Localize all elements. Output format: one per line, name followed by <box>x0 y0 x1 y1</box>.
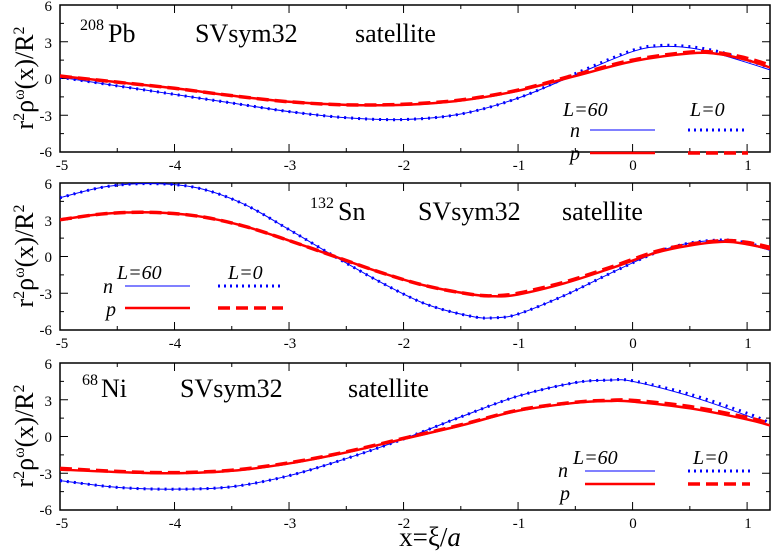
legend-label-p: p <box>568 143 580 165</box>
legend: L=60 L=0 n p <box>562 99 748 165</box>
x-tick-label: -3 <box>284 158 297 174</box>
x-tick-label: -1 <box>513 516 526 532</box>
x-tick-label: -2 <box>398 158 411 174</box>
series-p-l-60 <box>60 51 770 107</box>
mode-label: satellite <box>348 374 429 403</box>
legend-label-p: p <box>104 299 116 321</box>
series-n-l-0 <box>60 377 770 491</box>
data-series <box>60 377 770 491</box>
legend-label-l0: L=0 <box>689 99 725 121</box>
axis-ticks <box>59 362 770 511</box>
x-tick-labels: -5 -4 -3 -2 -1 0 1 <box>56 336 752 352</box>
x-tick-labels: -5 -4 -3 -2 -1 0 1 <box>56 516 752 532</box>
nucleus-symbol: Sn <box>338 197 365 226</box>
y-tick-label: -3 <box>40 109 53 125</box>
y-tick-label: -3 <box>40 467 53 483</box>
x-axis-label: x=ξ/a <box>399 522 461 552</box>
legend-label-n: n <box>103 276 113 298</box>
panel-pb208: 6 3 0 -3 -6 -5 -4 -3 -2 -1 0 1 r2ρω(x)/R… <box>10 0 771 174</box>
y-tick-labels: 6 3 0 -3 -6 <box>40 0 53 161</box>
x-tick-label: 1 <box>744 336 752 352</box>
mode-label: satellite <box>562 197 643 226</box>
nucleus-mass-number: 208 <box>80 17 104 34</box>
x-tick-label: -4 <box>169 336 182 352</box>
x-tick-label: -2 <box>398 516 411 532</box>
legend-label-l60: L=60 <box>562 99 608 121</box>
nucleus-mass-number: 68 <box>82 372 98 389</box>
legend-label-n: n <box>570 120 580 142</box>
y-tick-label: 6 <box>45 0 53 15</box>
data-series <box>60 183 770 320</box>
legend-label-n: n <box>558 460 568 482</box>
model-label: SVsym32 <box>180 374 283 403</box>
x-tick-label: -3 <box>284 336 297 352</box>
data-series <box>60 43 770 122</box>
y-tick-label: 3 <box>45 394 53 410</box>
x-tick-label: 0 <box>629 158 637 174</box>
y-tick-label: 0 <box>45 72 53 88</box>
y-tick-label: 3 <box>45 214 53 230</box>
axis-ticks <box>59 182 770 331</box>
y-tick-label: 0 <box>45 430 53 446</box>
nucleus-mass-number: 132 <box>310 195 334 212</box>
legend-label-l0: L=0 <box>227 262 263 284</box>
axis-ticks <box>59 4 770 153</box>
y-tick-label: -6 <box>40 323 53 339</box>
y-axis-label: r2ρω(x)/R2 <box>10 384 39 487</box>
x-tick-label: -5 <box>56 336 69 352</box>
x-tick-label: 1 <box>744 516 752 532</box>
y-tick-label: 6 <box>45 177 53 193</box>
x-tick-label: 0 <box>629 336 637 352</box>
nucleus-symbol: Ni <box>101 374 127 403</box>
x-tick-label: -4 <box>169 516 182 532</box>
legend-label-l0: L=0 <box>692 447 728 469</box>
panel-ni68: 6 3 0 -3 -6 -5 -4 -3 -2 -1 0 1 r2ρω(x)/R… <box>10 357 771 552</box>
y-tick-label: 3 <box>45 36 53 52</box>
x-tick-label: -4 <box>169 158 182 174</box>
mode-label: satellite <box>355 19 436 48</box>
legend-label-p: p <box>558 483 570 505</box>
x-tick-labels: -5 -4 -3 -2 -1 0 1 <box>56 158 752 174</box>
x-tick-label: -5 <box>56 158 69 174</box>
y-tick-labels: 6 3 0 -3 -6 <box>40 357 53 519</box>
model-label: SVsym32 <box>418 197 521 226</box>
y-tick-label: -6 <box>40 145 53 161</box>
x-tick-label: 1 <box>744 158 752 174</box>
series-n-l-0 <box>60 43 770 122</box>
y-tick-labels: 6 3 0 -3 -6 <box>40 177 53 339</box>
y-axis-label: r2ρω(x)/R2 <box>10 26 39 129</box>
panel-sn132: 6 3 0 -3 -6 -5 -4 -3 -2 -1 0 1 r2ρω(x)/R… <box>10 177 771 352</box>
series-p-l-0 <box>60 49 770 107</box>
x-tick-label: -1 <box>513 158 526 174</box>
y-tick-label: -3 <box>40 287 53 303</box>
legend-label-l60: L=60 <box>116 262 162 284</box>
nucleus-symbol: Pb <box>108 19 135 48</box>
legend-label-l60: L=60 <box>572 447 618 469</box>
legend: L=60 L=0 n p <box>103 262 283 321</box>
series-p-l-0 <box>60 210 770 298</box>
y-tick-label: 6 <box>45 357 53 373</box>
x-tick-label: -3 <box>284 516 297 532</box>
legend: L=60 L=0 n p <box>558 447 750 505</box>
y-tick-label: -6 <box>40 503 53 519</box>
y-tick-label: 0 <box>45 250 53 266</box>
x-tick-label: -1 <box>513 336 526 352</box>
x-tick-label: -2 <box>398 336 411 352</box>
x-tick-label: 0 <box>629 516 637 532</box>
series-p-l-60 <box>60 399 770 475</box>
model-label: SVsym32 <box>195 19 298 48</box>
series-p-l-0 <box>60 398 770 475</box>
x-tick-label: -5 <box>56 516 69 532</box>
y-axis-label: r2ρω(x)/R2 <box>10 204 39 307</box>
